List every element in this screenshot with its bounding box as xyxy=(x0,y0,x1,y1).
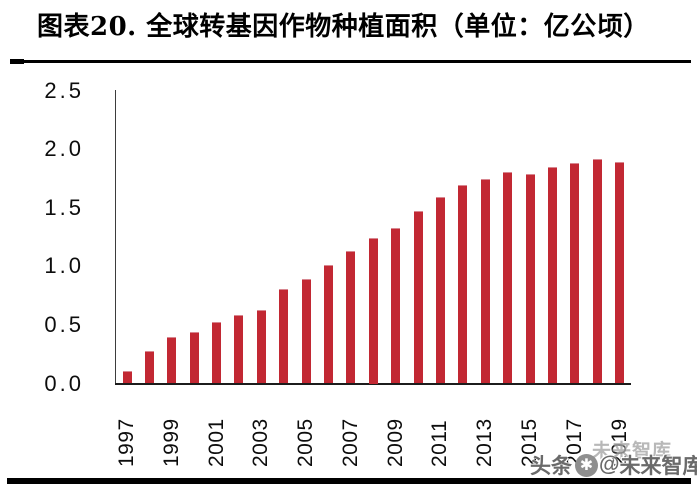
toutiao-star-badge-icon: ✱ xyxy=(575,453,598,477)
bottom-rule xyxy=(7,478,691,484)
bar-chart: 0.0 0.5 1.0 1.5 2.0 2.5 1997 1999 2001 2003 2005 20… xyxy=(0,70,697,470)
bar-2004 xyxy=(279,289,289,384)
bar-2001 xyxy=(212,321,222,384)
x-tick-label: 2013 xyxy=(473,418,497,467)
x-tick-label: 2009 xyxy=(383,418,407,467)
y-tick-label: 2.5 xyxy=(44,77,84,103)
x-tick-label: 2005 xyxy=(294,418,318,467)
x-tick-label: 1997 xyxy=(115,418,138,467)
watermark-prefix: 头条 xyxy=(530,455,572,478)
watermark-row: 头条 ✱ @ 未来智库 xyxy=(530,450,697,480)
y-axis-line xyxy=(114,90,117,385)
bar-2011 xyxy=(435,196,445,384)
watermark-account-name: 未来智库 xyxy=(619,455,697,478)
bar-2008 xyxy=(368,237,378,384)
y-tick-label: 1.0 xyxy=(44,253,84,279)
page-title: 图表20. 全球转基因作物种植面积（单位：亿公顷） xyxy=(37,12,650,42)
bar-2015 xyxy=(525,174,535,384)
bar-2016 xyxy=(547,167,557,384)
x-tick-label: 2011 xyxy=(428,419,452,467)
x-tick-label: 2001 xyxy=(204,418,228,467)
watermark-ghost-text: 未来智库 xyxy=(592,441,673,462)
bar-2000 xyxy=(189,332,199,384)
x-tick-label: 2003 xyxy=(249,418,273,467)
bar-2002 xyxy=(234,314,244,384)
bar-2019 xyxy=(615,161,625,384)
bar-2009 xyxy=(391,228,401,384)
watermark-at-sign: @ xyxy=(599,453,620,476)
y-tick-label: 0.0 xyxy=(44,370,84,396)
bar-2003 xyxy=(256,310,266,384)
bar-2007 xyxy=(346,250,356,384)
bar-2012 xyxy=(458,184,468,384)
bar-2013 xyxy=(480,179,490,384)
y-tick-label: 1.5 xyxy=(44,194,84,220)
x-tick-label: 1999 xyxy=(159,418,183,467)
bar-2018 xyxy=(592,159,602,384)
bar-1998 xyxy=(144,351,154,384)
y-tick-label: 2.0 xyxy=(44,136,84,162)
bar-2014 xyxy=(503,172,513,384)
x-tick-label: 2007 xyxy=(338,418,362,467)
bar-2006 xyxy=(324,264,333,384)
title-divider xyxy=(10,60,691,63)
bar-1997 xyxy=(122,371,132,384)
bar-1999 xyxy=(167,337,177,384)
bar-2017 xyxy=(570,162,580,384)
bar-2010 xyxy=(413,210,423,384)
x-axis-line xyxy=(114,383,631,386)
watermark: 未来智库 头条 ✱ @ 未来智库 xyxy=(530,436,697,478)
bar-2005 xyxy=(301,278,311,384)
y-tick-label: 0.5 xyxy=(44,311,84,337)
